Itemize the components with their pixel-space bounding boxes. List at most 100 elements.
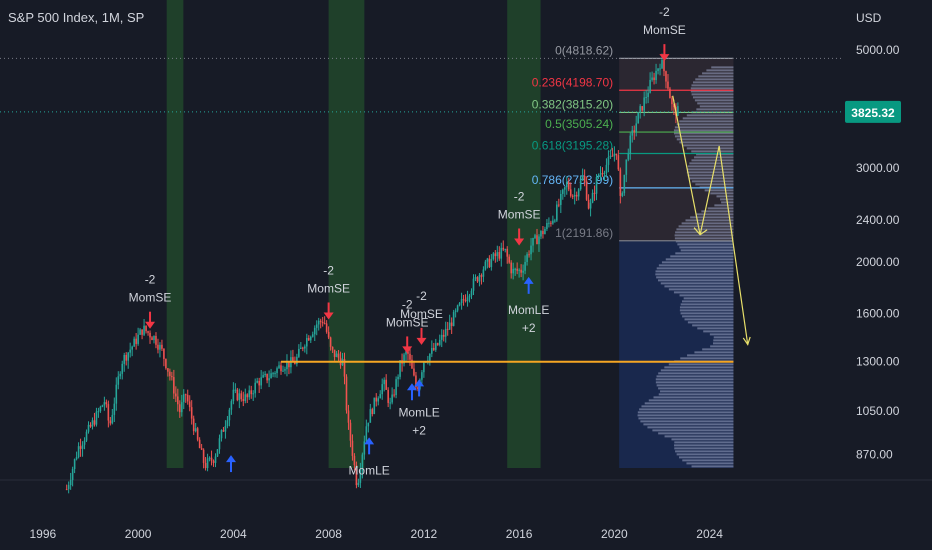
volume-profile-bar: [690, 90, 734, 93]
volume-profile-bar: [706, 69, 734, 72]
candle-body: [595, 177, 598, 194]
candle-body: [403, 354, 405, 364]
y-tick-label-1: 1050.00: [856, 404, 900, 418]
volume-profile-bar: [681, 222, 734, 225]
volume-profile-bar: [692, 81, 734, 84]
candle-body: [186, 394, 189, 402]
signal-0: -2 MomSE: [129, 273, 171, 329]
volume-profile-bar: [658, 393, 734, 396]
candle-body: [387, 389, 389, 403]
candle-body: [617, 155, 620, 170]
volume-profile-bar: [691, 150, 734, 153]
candle-body: [605, 164, 608, 173]
volume-profile-bar: [698, 75, 734, 78]
volume-profile-bar: [713, 339, 734, 342]
signal-label-name: MomSE: [307, 281, 350, 295]
volume-profile-bar: [671, 438, 734, 441]
candle-body: [560, 193, 562, 205]
candle-body: [167, 368, 169, 372]
candle-body: [208, 457, 211, 459]
candle-body: [500, 247, 503, 259]
candle-body: [178, 404, 181, 413]
candle-body: [327, 331, 330, 338]
volume-profile-bar: [689, 177, 734, 180]
candle-body: [434, 343, 437, 350]
candle-body: [87, 424, 90, 432]
candle-body: [71, 469, 74, 480]
signal-label-value: -2: [514, 189, 525, 203]
fib-label-0: 0(4818.62): [555, 43, 613, 57]
volume-profile-bar: [704, 189, 734, 192]
candle-body: [508, 256, 511, 263]
signal-6: [225, 455, 236, 473]
volume-profile-bar: [692, 96, 734, 99]
candle-body: [611, 155, 614, 157]
candle-body: [288, 361, 290, 368]
volume-profile-bar: [675, 240, 734, 243]
x-tick-label-0: 1996: [30, 527, 57, 541]
candle-body: [177, 396, 179, 405]
candle-body: [129, 349, 131, 353]
candle-body: [133, 338, 135, 347]
candle-body: [143, 325, 145, 335]
y-tick-label-5: 2400.00: [856, 213, 900, 227]
candle-body: [159, 344, 161, 350]
volume-profile-bar: [679, 246, 734, 249]
candle-body: [464, 300, 467, 302]
volume-profile-bar: [677, 243, 734, 246]
volume-profile-bar: [674, 447, 734, 450]
candle-body: [669, 88, 671, 99]
candle-body: [214, 456, 217, 463]
signal-label-value: -2: [402, 297, 413, 311]
signal-label-name: MomSE: [498, 207, 541, 221]
volume-profile-bar: [644, 402, 734, 405]
volume-profile-bar: [674, 234, 734, 237]
volume-profile-bar: [653, 396, 734, 399]
volume-profile-bar: [655, 378, 734, 381]
current-price-label: 3825.32: [851, 106, 895, 120]
volume-profile-bar: [691, 180, 734, 183]
candle-body: [665, 71, 667, 82]
price-axis-bg: [843, 0, 932, 550]
candle-body: [313, 327, 316, 335]
candle-body: [99, 406, 102, 412]
volume-profile-bar: [664, 435, 734, 438]
candle-body: [585, 181, 588, 200]
volume-profile-bar: [690, 87, 734, 90]
volume-profile-bar: [697, 102, 734, 105]
signal-arrow-head: [364, 437, 375, 445]
candle-body: [155, 335, 157, 345]
candle-body: [147, 331, 149, 333]
x-tick-label-4: 2012: [411, 527, 438, 541]
candle-body: [194, 428, 197, 432]
volume-profile-bar: [679, 306, 734, 309]
candle-body: [433, 348, 435, 350]
candle-body: [385, 379, 387, 390]
candle-body: [67, 485, 70, 490]
candle-body: [565, 181, 568, 188]
candle-body: [97, 411, 100, 413]
candle-body: [153, 335, 155, 341]
candle-body: [395, 379, 397, 396]
candle-body: [343, 359, 346, 377]
volume-profile-bar: [674, 444, 734, 447]
candle-body: [448, 322, 451, 330]
candle-body: [101, 405, 104, 407]
candle-body: [73, 459, 76, 470]
candle-body: [121, 363, 124, 374]
candle-body: [117, 376, 120, 385]
candle-body: [302, 347, 304, 349]
candle-body: [325, 323, 328, 332]
candle-body: [127, 352, 129, 361]
candle-body: [276, 368, 278, 374]
volume-profile-bar: [656, 375, 734, 378]
candle-body: [546, 223, 548, 229]
volume-profile-bar: [714, 204, 734, 207]
signal-arrow-head: [514, 238, 525, 246]
volume-profile-bar: [691, 93, 734, 96]
candle-body: [131, 346, 133, 350]
signal-8: MomLE +2: [398, 379, 440, 437]
volume-profile-bar: [660, 282, 734, 285]
candle-body: [294, 361, 296, 365]
